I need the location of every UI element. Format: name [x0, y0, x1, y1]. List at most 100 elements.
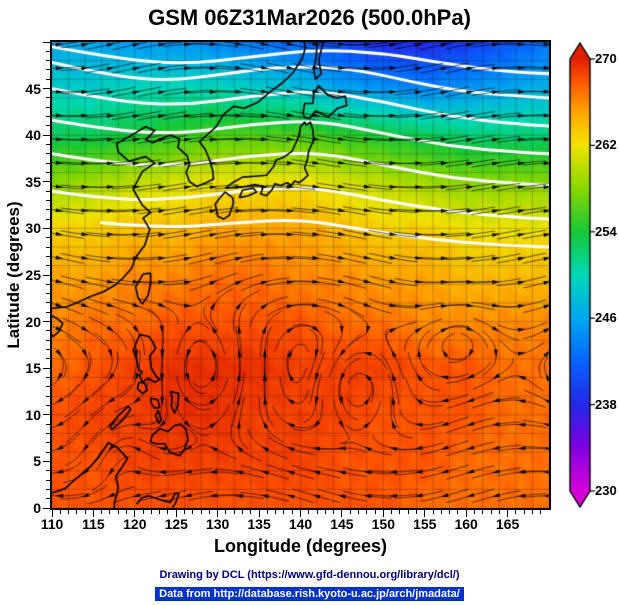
- x-tick-mark: [424, 510, 426, 517]
- y-tick-mark: [46, 153, 50, 155]
- y-tick-mark: [46, 265, 50, 267]
- map-plot-area: [50, 40, 551, 510]
- credit-line-1: Drawing by DCL (https://www.gfd-dennou.o…: [159, 569, 460, 581]
- x-tick-mark: [250, 510, 252, 514]
- map-canvas: [52, 42, 549, 508]
- x-tick-mark: [498, 510, 500, 514]
- x-tick-mark: [415, 510, 417, 514]
- x-tick-mark: [291, 510, 293, 514]
- x-tick-mark: [432, 510, 434, 514]
- x-tick-mark: [159, 510, 161, 514]
- x-tick-mark: [242, 510, 244, 514]
- x-tick-mark: [482, 510, 484, 514]
- x-tick-mark: [374, 510, 376, 514]
- y-tick-mark: [46, 78, 50, 80]
- x-tick-mark: [531, 510, 533, 514]
- x-tick-mark: [333, 510, 335, 514]
- y-tick-mark: [43, 321, 50, 323]
- x-tick-mark: [225, 510, 227, 514]
- y-tick-mark: [46, 377, 50, 379]
- x-tick-mark: [440, 510, 442, 514]
- y-tick-label: 10: [25, 406, 41, 423]
- y-tick-mark: [46, 125, 50, 127]
- x-tick-label: 150: [371, 516, 395, 532]
- y-tick-label: 40: [25, 127, 41, 144]
- y-tick-mark: [46, 432, 50, 434]
- x-tick-mark: [76, 510, 78, 514]
- y-tick-mark: [46, 162, 50, 164]
- x-tick-mark: [208, 510, 210, 514]
- y-tick-label: 30: [25, 220, 41, 237]
- x-tick-label: 155: [413, 516, 437, 532]
- x-tick-mark: [391, 510, 393, 514]
- y-tick-label: 15: [25, 360, 41, 377]
- y-tick-mark: [46, 255, 50, 257]
- x-tick-mark: [507, 510, 509, 517]
- x-tick-mark: [233, 510, 235, 514]
- y-tick-mark: [46, 293, 50, 295]
- y-tick-label: 45: [25, 80, 41, 97]
- y-tick-mark: [43, 227, 50, 229]
- x-tick-mark: [84, 510, 86, 514]
- y-tick-mark: [46, 358, 50, 360]
- x-tick-mark: [167, 510, 169, 514]
- x-tick-mark: [92, 510, 94, 517]
- y-tick-mark: [46, 116, 50, 118]
- y-tick-mark: [46, 199, 50, 201]
- x-tick-mark: [51, 510, 53, 517]
- y-tick-mark: [43, 507, 50, 509]
- x-tick-mark: [449, 510, 451, 514]
- x-tick-mark: [258, 510, 260, 517]
- y-tick-label: 20: [25, 313, 41, 330]
- x-tick-mark: [134, 510, 136, 517]
- y-tick-mark: [46, 423, 50, 425]
- x-tick-mark: [465, 510, 467, 517]
- y-tick-mark: [43, 181, 50, 183]
- x-tick-mark: [266, 510, 268, 514]
- x-tick-mark: [68, 510, 70, 514]
- y-tick-mark: [46, 144, 50, 146]
- x-tick-mark: [192, 510, 194, 514]
- x-tick-label: 160: [454, 516, 478, 532]
- y-tick-label: 0: [33, 500, 41, 516]
- y-tick-mark: [46, 302, 50, 304]
- y-tick-mark: [46, 97, 50, 99]
- x-tick-mark: [300, 510, 301, 517]
- y-tick-mark: [46, 479, 50, 481]
- x-tick-mark: [473, 510, 475, 514]
- colorbar-canvas: [568, 42, 598, 508]
- y-tick-mark: [43, 88, 50, 90]
- y-tick-mark: [46, 442, 50, 444]
- x-tick-mark: [407, 510, 409, 514]
- y-tick-mark: [46, 190, 50, 192]
- x-tick-mark: [399, 510, 401, 514]
- y-tick-mark: [46, 498, 50, 500]
- x-tick-mark: [142, 510, 144, 514]
- y-tick-mark: [46, 386, 50, 388]
- x-axis-label: Longitude (degrees): [213, 536, 387, 556]
- x-tick-mark: [457, 510, 459, 514]
- y-tick-mark: [46, 209, 50, 211]
- x-tick-label: 110: [40, 516, 64, 532]
- colorbar-tick-label: 270: [595, 51, 617, 66]
- x-tick-mark: [117, 510, 119, 514]
- x-tick-mark: [324, 510, 326, 514]
- x-tick-mark: [366, 510, 368, 514]
- y-tick-mark: [43, 367, 50, 369]
- colorbar-tick-label: 230: [595, 483, 617, 498]
- y-tick-mark: [46, 404, 50, 406]
- y-tick-mark: [46, 171, 50, 173]
- x-tick-mark: [150, 510, 152, 514]
- chart-title: GSM 06Z31Mar2026 (500.0hPa): [148, 5, 471, 30]
- x-tick-mark: [357, 510, 359, 514]
- y-tick-mark: [46, 395, 50, 397]
- y-tick-mark: [46, 470, 50, 472]
- y-tick-mark: [43, 41, 50, 43]
- x-tick-mark: [184, 510, 186, 514]
- y-tick-mark: [43, 274, 50, 276]
- y-tick-mark: [46, 349, 50, 351]
- x-tick-mark: [126, 510, 128, 514]
- x-tick-mark: [490, 510, 492, 514]
- colorbar-tick-label: 262: [595, 137, 617, 153]
- x-tick-mark: [515, 510, 517, 514]
